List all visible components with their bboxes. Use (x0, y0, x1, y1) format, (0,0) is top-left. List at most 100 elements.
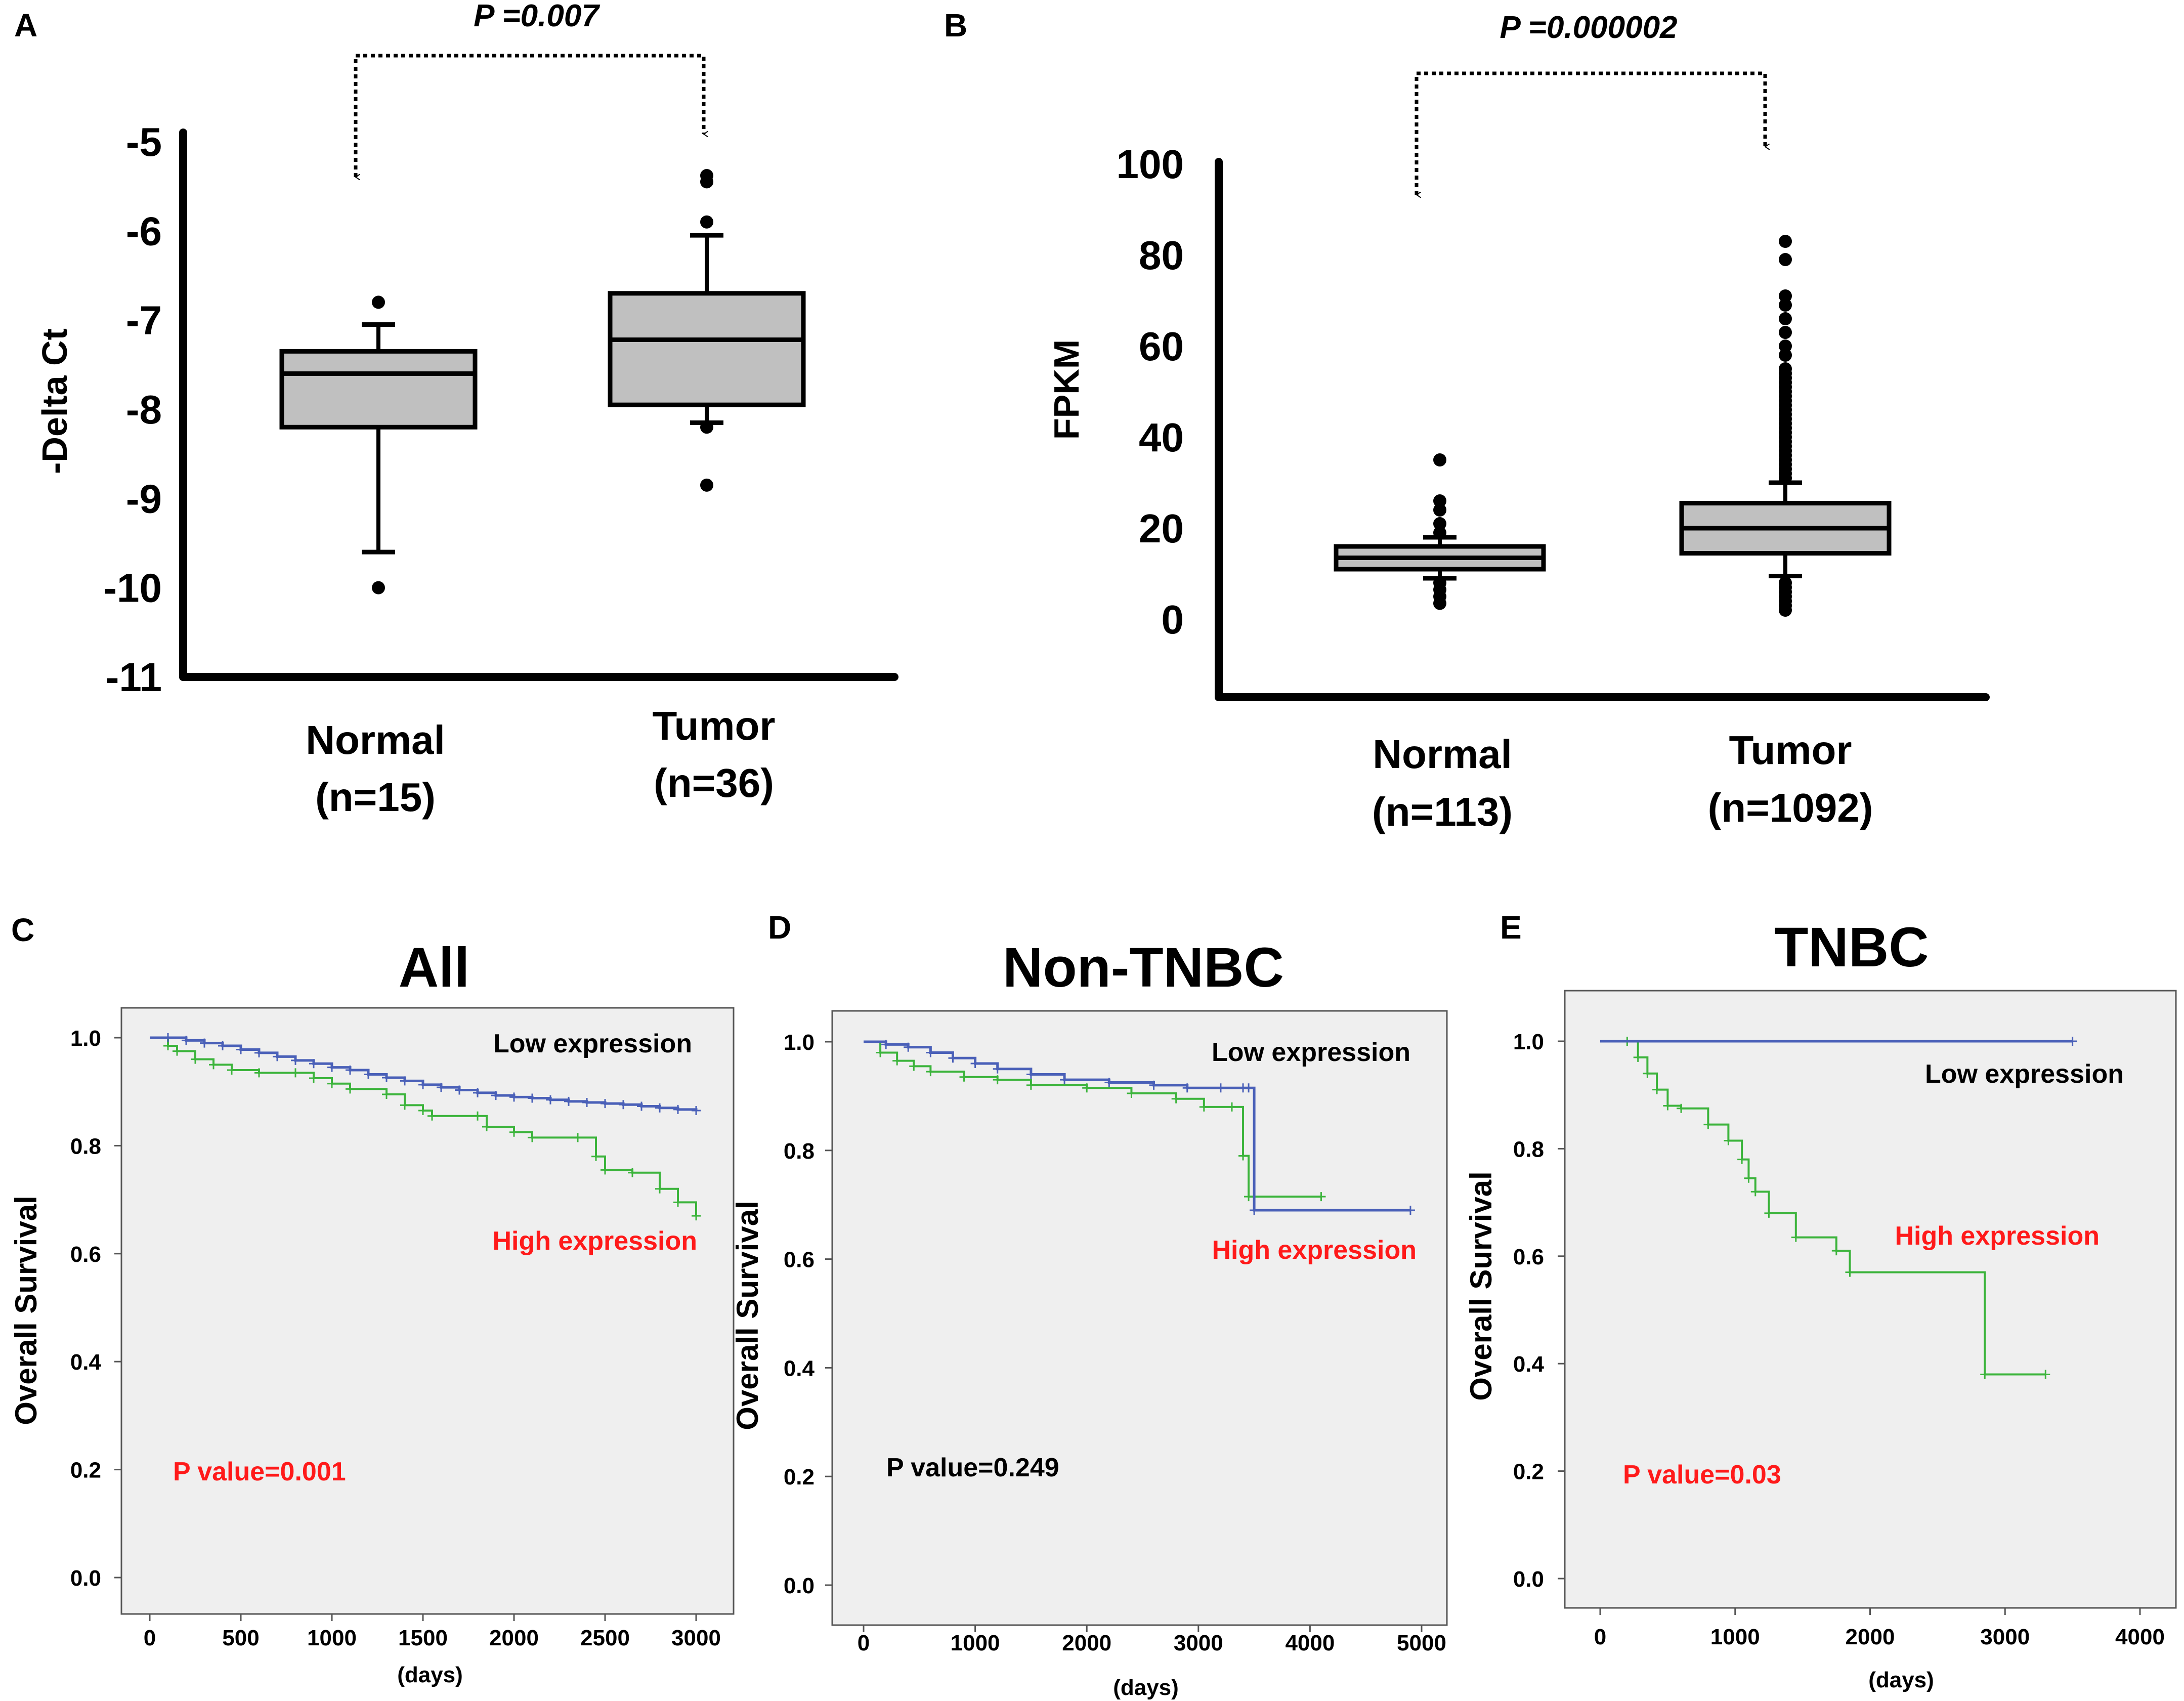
y-tick-label: 0 (1162, 597, 1184, 642)
outlier-point (1433, 453, 1446, 466)
x-tick-label: 3000 (1980, 1625, 2030, 1649)
censor-mark (892, 1056, 902, 1066)
censor-mark (1643, 1069, 1652, 1078)
panel-e-title: TNBC (1774, 916, 1929, 979)
censor-mark (904, 1042, 913, 1052)
censor-mark (227, 1066, 236, 1075)
censor-mark (509, 1127, 519, 1137)
censor-mark (491, 1091, 500, 1100)
censor-mark (382, 1073, 391, 1082)
panel-a-comparison-bracket (354, 54, 704, 177)
y-tick-label: 0.6 (784, 1248, 815, 1272)
y-tick-label: 0.0 (784, 1574, 815, 1598)
censor-mark (327, 1062, 336, 1072)
censor-mark (993, 1075, 1002, 1085)
censor-mark (182, 1036, 191, 1045)
censor-mark (993, 1064, 1002, 1074)
y-tick-label: 20 (1139, 506, 1184, 551)
panel-c: C All Overall Survival (days) 0.00.20.40… (9, 912, 735, 1687)
censor-mark (1227, 1102, 1236, 1112)
censor-mark (1737, 1155, 1747, 1164)
censor-mark (1199, 1102, 1209, 1112)
y-tick-label: -9 (126, 476, 162, 521)
censor-mark (1060, 1075, 1069, 1085)
y-tick-label: -6 (126, 208, 162, 253)
censor-mark (400, 1100, 409, 1110)
panel-e-legend-low: Low expression (1925, 1059, 2124, 1089)
panel-a-plot: -5 -6 -7 -8 -9 -10 -11 (103, 119, 898, 700)
outlier-point (1433, 494, 1446, 507)
panel-b-category-normal: Normal (1373, 732, 1512, 777)
y-tick-label: 0.2 (70, 1458, 101, 1483)
censor-mark (327, 1079, 336, 1088)
censor-mark (909, 1061, 919, 1071)
y-tick-label: 0.6 (70, 1242, 101, 1267)
y-tick-label: -11 (106, 655, 162, 700)
censor-mark (437, 1083, 446, 1092)
panel-c-x-label: (days) (397, 1663, 463, 1687)
panel-b: B 100 80 60 40 20 0 FPKM Normal (n=113) Tumor… (944, 7, 1990, 834)
outlier-point (1433, 503, 1446, 517)
y-tick-label: 40 (1139, 415, 1184, 460)
censor-mark (482, 1122, 491, 1132)
x-tick-label: 3000 (671, 1626, 721, 1650)
y-tick-label: 0.2 (1513, 1460, 1544, 1484)
censor-mark (382, 1090, 391, 1099)
panel-d-p-value: P value=0.249 (886, 1453, 1059, 1482)
censor-mark (528, 1093, 537, 1103)
panel-c-p-value: P value=0.001 (173, 1457, 346, 1486)
x-tick-label: 2000 (489, 1626, 539, 1650)
panel-a-y-label: -Delta Ct (35, 328, 74, 474)
y-tick-label: 60 (1139, 324, 1184, 369)
censor-mark (591, 1152, 601, 1161)
y-tick-label: -7 (126, 298, 162, 343)
censor-mark (1724, 1136, 1733, 1145)
outlier-point (1779, 235, 1792, 248)
censor-mark (655, 1103, 664, 1113)
panel-a-p-value: P =0.007 (474, 0, 600, 33)
x-tick-label: 0 (858, 1631, 870, 1655)
censor-mark (427, 1111, 437, 1121)
censor-mark (692, 1106, 701, 1116)
panel-a: A -5 -6 -7 -8 -9 -10 -11 -Delta Ct Normal (n=1… (14, 0, 898, 820)
y-tick-label: 0.8 (70, 1134, 101, 1159)
censor-mark (628, 1168, 637, 1177)
x-tick-label: 0 (1594, 1625, 1606, 1649)
censor-mark (582, 1098, 591, 1108)
x-tick-label: 0 (144, 1626, 156, 1650)
censor-mark (418, 1106, 427, 1116)
outlier-point (1779, 349, 1792, 362)
x-tick-label: 1500 (398, 1626, 448, 1650)
censor-mark (473, 1111, 482, 1121)
panel-e-y-label: Overall Survival (1464, 1171, 1498, 1401)
censor-mark (163, 1033, 173, 1042)
censor-mark (881, 1040, 891, 1049)
censor-mark (601, 1099, 610, 1109)
censor-mark (1703, 1120, 1713, 1129)
censor-mark (163, 1041, 173, 1050)
outlier-point (1779, 576, 1792, 589)
y-tick-label: 0.0 (1513, 1567, 1544, 1592)
y-tick-label: 0.0 (70, 1566, 101, 1591)
censor-mark (400, 1076, 409, 1086)
censor-mark (2068, 1037, 2077, 1046)
censor-mark (1652, 1085, 1662, 1094)
panel-a-n-normal: (n=15) (315, 775, 436, 820)
censor-mark (1316, 1192, 1326, 1202)
outlier-point (1433, 517, 1446, 530)
censor-mark (673, 1104, 682, 1114)
panel-c-legend-low: Low expression (493, 1029, 692, 1058)
censor-mark (1980, 1370, 1990, 1379)
x-tick-label: 2000 (1846, 1625, 1895, 1649)
censor-mark (1182, 1083, 1192, 1093)
censor-mark (291, 1055, 300, 1065)
panel-letter-e: E (1500, 909, 1522, 946)
censor-mark (573, 1133, 582, 1142)
censor-mark (364, 1070, 373, 1079)
x-tick-label: 500 (222, 1626, 259, 1650)
x-tick-label: 4000 (2115, 1625, 2165, 1649)
censor-mark (1791, 1232, 1801, 1242)
outlier-point (1779, 339, 1792, 353)
panel-letter-d: D (768, 909, 791, 946)
censor-mark (455, 1085, 464, 1095)
